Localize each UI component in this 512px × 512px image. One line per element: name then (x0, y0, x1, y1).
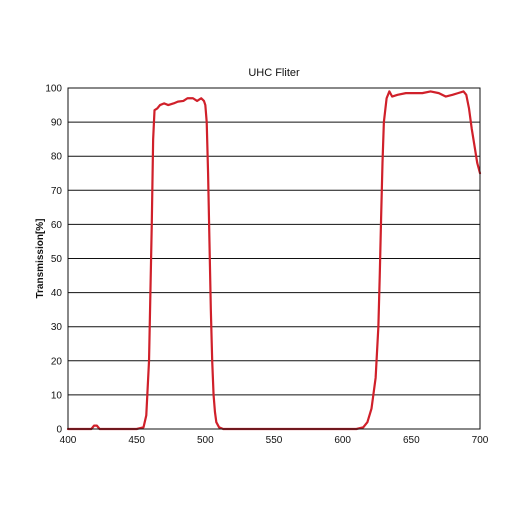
x-tick-label: 650 (403, 435, 420, 446)
y-tick-label: 20 (51, 356, 63, 367)
y-tick-label: 70 (51, 186, 63, 197)
x-tick-label: 550 (266, 435, 283, 446)
series-line-1 (66, 90, 482, 431)
x-tick-label: 600 (334, 435, 351, 446)
y-tick-label: 30 (51, 322, 63, 333)
y-axis-label: Transmission[%] (35, 218, 46, 298)
plot-frame (67, 87, 481, 430)
gridlines (68, 121, 480, 396)
y-tick-label: 40 (51, 288, 63, 299)
y-tick-label: 50 (51, 254, 63, 265)
y-tick-label: 10 (51, 390, 63, 401)
x-tick-label: 450 (128, 435, 145, 446)
x-tick-label: 500 (197, 435, 214, 446)
y-tick-label: 90 (51, 118, 63, 129)
x-tick-label: 400 (60, 435, 77, 446)
y-tick-label: 0 (56, 425, 62, 436)
chart-title: UHC Fliter (248, 67, 300, 79)
y-tick-label: 80 (51, 152, 63, 163)
tick-labels: 0 10 20 30 40 50 60 70 80 90 100 400 450 500 550 600 650… (45, 84, 488, 447)
series-layer (66, 90, 482, 431)
y-tick-label: 100 (45, 84, 62, 95)
y-tick-label: 60 (51, 220, 63, 231)
x-tick-label: 700 (472, 435, 489, 446)
